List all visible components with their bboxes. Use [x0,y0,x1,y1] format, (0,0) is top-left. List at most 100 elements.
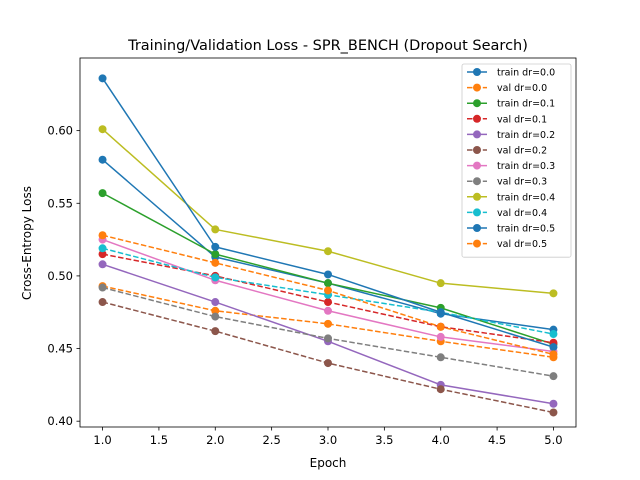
legend-entry: val dr=0.1 [467,114,547,125]
data-point [549,372,558,381]
legend-marker [473,239,481,248]
data-point [211,273,220,282]
legend-entry: train dr=0.2 [467,130,555,141]
data-point [324,286,332,295]
x-tick-label: 2.0 [206,433,224,447]
x-tick-label: 1.5 [150,433,168,447]
legend-entry: train dr=0.3 [467,161,555,172]
data-point [324,359,332,368]
data-point [211,258,220,267]
data-point [549,289,558,298]
x-tick-label: 4.5 [488,433,506,447]
legend-entry: val dr=0.4 [467,208,547,219]
data-point [324,247,332,256]
data-point [98,125,107,134]
data-point [98,74,107,83]
legend-label: train dr=0.4 [497,192,555,203]
data-point [98,189,107,198]
y-tick-label: 0.55 [47,196,73,210]
legend-marker [473,146,481,154]
legend-label: train dr=0.3 [497,161,555,172]
legend-label: train dr=0.1 [497,99,555,110]
legend-label: val dr=0.0 [497,83,547,94]
legend-marker [473,114,481,123]
data-point [324,270,332,279]
data-point [324,319,332,328]
legend-entry: train dr=0.4 [467,192,555,203]
legend-marker [473,161,481,170]
chart-title: Training/Validation Loss - SPR_BENCH (Dr… [127,38,528,54]
legend-marker [473,99,481,108]
data-point [211,312,220,321]
data-point [98,260,107,269]
data-point [211,242,220,251]
legend-label: train dr=0.2 [497,130,555,141]
y-axis-label: Cross-Entropy Loss [20,186,34,300]
y-tick-label: 0.45 [47,342,73,356]
legend-marker [473,192,481,201]
legend-entry: val dr=0.5 [467,239,547,250]
data-point [324,306,332,315]
legend: train dr=0.0 val dr=0.0 train dr=0.1 val dr… [461,63,572,258]
data-point [436,385,445,394]
data-point [324,279,332,288]
data-point [98,231,107,240]
series-layer [98,74,558,417]
data-point [211,306,220,315]
legend-marker [473,130,481,139]
data-point [549,399,558,408]
data-point [211,298,220,307]
legend-label: train dr=0.0 [497,68,555,79]
legend-label: val dr=0.4 [497,208,547,219]
series-val-dr-0-2 [98,298,558,417]
x-tick-label: 3.0 [319,433,337,447]
data-point [436,308,445,317]
series-line [102,285,554,359]
x-tick-label: 2.5 [262,433,280,447]
legend-entry: train dr=0.1 [467,99,555,110]
data-point [436,353,445,362]
data-point [549,408,558,417]
data-point [549,330,558,339]
data-point [211,327,220,336]
x-tick-label: 3.5 [375,433,393,447]
data-point [211,250,220,259]
data-point [98,298,107,307]
legend-entry: val dr=0.2 [467,146,547,157]
y-tick-label: 0.60 [47,124,73,138]
data-point [549,343,558,352]
legend-label: val dr=0.1 [497,114,547,125]
legend-entry: train dr=0.5 [467,224,555,235]
legend-entry: val dr=0.0 [467,83,547,94]
x-axis-label: Epoch [310,456,347,470]
legend-marker [473,68,481,76]
data-point [436,332,445,341]
data-point [436,279,445,288]
legend-box [461,63,572,258]
series-val-dr-0-5 [98,231,558,359]
data-point [98,244,107,253]
legend-label: val dr=0.5 [497,239,547,250]
legend-entry: val dr=0.3 [467,177,547,188]
data-point [324,298,332,307]
legend-entry: train dr=0.0 [467,68,555,79]
series-train-dr-0-5 [98,74,558,352]
legend-label: val dr=0.3 [497,177,547,188]
data-point [549,350,558,359]
x-tick-label: 5.0 [544,433,562,447]
legend-marker [473,224,481,232]
y-tick-label: 0.40 [47,414,73,428]
legend-label: val dr=0.2 [497,146,547,157]
series-val-dr-0-3 [98,283,558,381]
legend-label: train dr=0.5 [497,224,555,235]
data-point [324,334,332,343]
data-point [436,322,445,331]
data-point [211,225,220,234]
axes-layer: 1.0 1.5 2.0 2.5 3.0 3.5 4.0 4.5 5.0 0.40 0.45 0.50 0… [47,57,577,447]
legend-marker [473,83,481,92]
y-tick-label: 0.50 [47,269,73,283]
legend-marker [473,208,481,217]
data-point [98,250,107,259]
legend-marker [473,177,481,186]
